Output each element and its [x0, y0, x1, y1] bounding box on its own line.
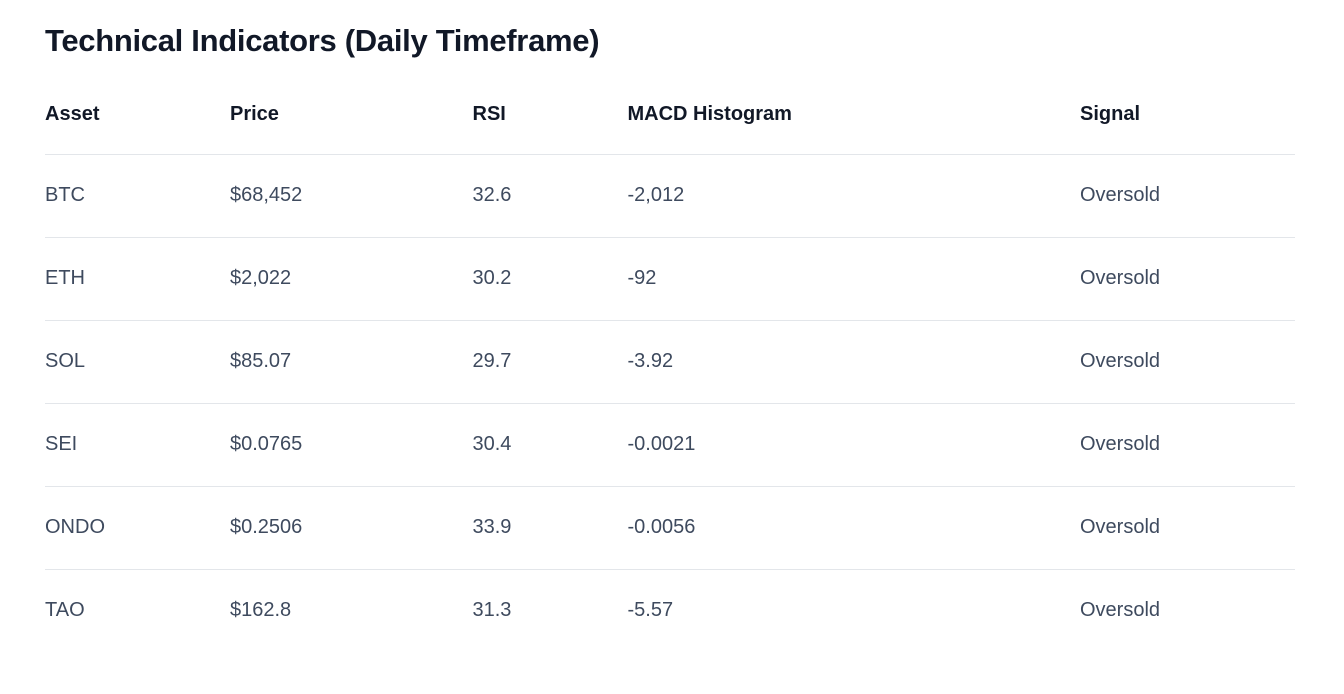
cell-asset: TAO	[45, 599, 85, 621]
cell-price: $0.2506	[230, 486, 473, 570]
table-row: SEI $0.0765 30.4 -0.0021 Oversold	[45, 403, 1295, 487]
cell-rsi: 30.4	[472, 403, 628, 487]
page-title: Technical Indicators (Daily Timeframe)	[45, 23, 600, 58]
page-container: Technical Indicators (Daily Timeframe) A…	[45, 23, 1295, 652]
cell-asset: ETH	[45, 237, 230, 321]
cell-rsi: 31.3	[472, 599, 512, 621]
table-row: ONDO $0.2506 33.9 -0.0056 Oversold	[45, 486, 1295, 570]
cell-price: $2,022	[230, 237, 473, 321]
cell-price: $162.8	[230, 599, 292, 621]
cell-signal: Oversold	[1080, 599, 1161, 621]
technical-indicators-table: Asset Price RSI MACD Histogram Signal BT…	[45, 60, 1295, 652]
cell-signal: Oversold	[1080, 403, 1295, 487]
cell-signal: Oversold	[1080, 486, 1295, 570]
column-header-signal: Signal	[1080, 60, 1295, 155]
column-header-asset: Asset	[45, 60, 230, 155]
cell-macd: -5.57	[627, 599, 674, 621]
table-body: BTC $68,452 32.6 -2,012 Oversold ETH $2,…	[45, 154, 1295, 653]
table-row: BTC $68,452 32.6 -2,012 Oversold	[45, 154, 1295, 238]
cell-asset: SEI	[45, 403, 230, 487]
cell-macd: -2,012	[627, 154, 1080, 238]
column-header-price: Price	[230, 60, 473, 155]
cell-asset: BTC	[45, 154, 230, 238]
cell-rsi: 29.7	[472, 320, 628, 404]
cell-asset: SOL	[45, 320, 230, 404]
cell-rsi: 33.9	[472, 486, 628, 570]
column-header-rsi: RSI	[472, 60, 628, 155]
cell-signal: Oversold	[1080, 237, 1295, 321]
table-header: Asset Price RSI MACD Histogram Signal	[45, 60, 1295, 155]
cell-price: $68,452	[230, 154, 473, 238]
header-row: Asset Price RSI MACD Histogram Signal	[45, 60, 1295, 155]
table-row: TAO $162.8 31.3 -5.57 Oversold	[45, 570, 1295, 653]
cell-macd: -92	[627, 237, 1080, 321]
cell-rsi: 30.2	[472, 237, 628, 321]
cell-asset: ONDO	[45, 486, 230, 570]
cell-macd: -3.92	[627, 320, 1080, 404]
cell-signal: Oversold	[1080, 154, 1295, 238]
table-row: SOL $85.07 29.7 -3.92 Oversold	[45, 320, 1295, 404]
table-row: ETH $2,022 30.2 -92 Oversold	[45, 237, 1295, 321]
cell-price: $0.0765	[230, 403, 473, 487]
column-header-macd: MACD Histogram	[627, 60, 1080, 155]
cell-macd: -0.0021	[627, 403, 1080, 487]
cell-macd: -0.0056	[627, 486, 1080, 570]
cell-signal: Oversold	[1080, 320, 1295, 404]
cell-rsi: 32.6	[472, 154, 628, 238]
cell-price: $85.07	[230, 320, 473, 404]
